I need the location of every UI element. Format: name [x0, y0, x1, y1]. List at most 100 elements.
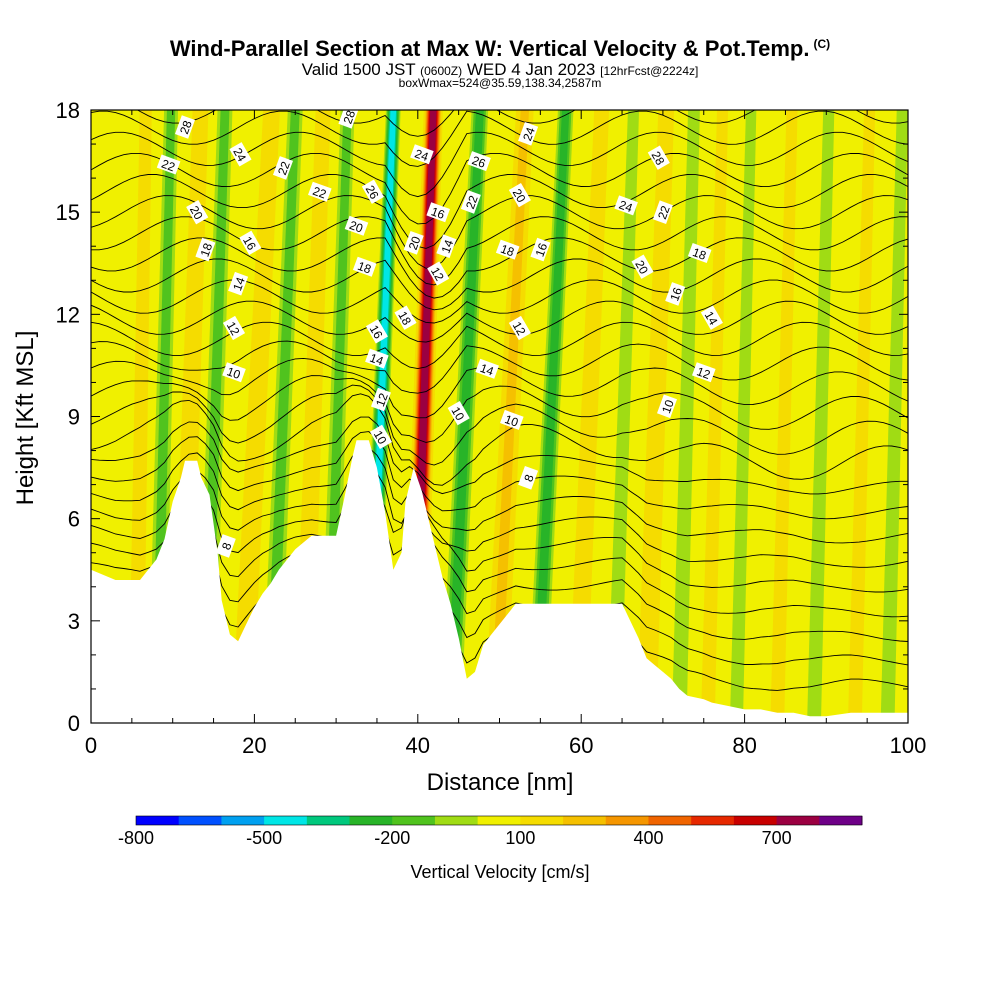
- contour-label-text: 16: [240, 234, 259, 253]
- contour-label-text: 16: [532, 241, 550, 259]
- contour-label-text: 8: [219, 540, 235, 551]
- contour-label-text: 14: [230, 275, 248, 293]
- contour-label-12: 14: [228, 271, 249, 296]
- y-tick-label: 12: [56, 302, 80, 327]
- velocity-band-18-level-1: [729, 110, 757, 723]
- contour-label-text: 20: [187, 203, 206, 222]
- colorbar-tick-label: -500: [246, 828, 282, 848]
- y-tick-label: 0: [68, 711, 80, 736]
- contour-label-45: 10: [657, 394, 677, 419]
- velocity-band-0-level-2: [131, 110, 150, 723]
- theta-contour-15: [91, 300, 908, 343]
- y-axis-label: Height [Kft MSL]: [12, 331, 39, 506]
- contour-label-text: 10: [371, 428, 390, 447]
- contour-label-40: 20: [631, 254, 654, 279]
- chart-title-text: Wind-Parallel Section at Max W: Vertical…: [169, 36, 810, 61]
- contour-label-24: 14: [436, 234, 457, 258]
- colorbar-swatch: [136, 816, 180, 825]
- contour-label-text: 18: [499, 242, 517, 260]
- contour-label-14: 10: [222, 362, 246, 383]
- y-tick-label: 18: [56, 98, 80, 123]
- contour-label-text: 12: [510, 319, 529, 338]
- contour-label-text: 22: [160, 157, 178, 175]
- velocity-band-5-level-2: [265, 110, 300, 723]
- contour-label-text: 10: [225, 364, 243, 382]
- theta-contour-18: [91, 237, 908, 299]
- theta-contour-3: [91, 498, 908, 618]
- contour-label-text: 26: [470, 153, 488, 171]
- contour-label-43: 14: [700, 305, 723, 330]
- colorbar-swatch: [306, 816, 351, 825]
- theta-contour-24: [91, 110, 908, 167]
- theta-contour-6: [91, 447, 908, 544]
- contour-labels: 28 24 22 22 20 22 18 16 20 28 26 18 14 12 10 8 16 14 12 10 2…: [156, 110, 723, 558]
- colorbar-swatch: [520, 816, 564, 825]
- plot-area: 28 24 22 22 20 22 18 16 20 28 26 18 14 12 10 8 16 14 12 10 2…: [91, 110, 908, 723]
- contour-label-25: 12: [427, 261, 450, 286]
- x-tick-label: 40: [406, 733, 430, 758]
- theta-contour-21: [91, 174, 908, 249]
- contour-label-text: 12: [224, 319, 243, 338]
- contour-label-text: 20: [632, 258, 651, 277]
- colorbar-swatch: [819, 816, 863, 825]
- contour-label-22: 18: [394, 305, 417, 330]
- theta-contour-11: [91, 375, 908, 443]
- contour-label-21: 20: [403, 231, 424, 255]
- colorbar-frame: [135, 815, 863, 826]
- valid-time-line: Valid 1500 JST (0600Z) WED 4 Jan 2023 [1…: [0, 60, 1000, 80]
- contour-label-3: 22: [273, 156, 293, 180]
- theta-contour-16: [91, 279, 908, 324]
- colorbar-swatch: [477, 816, 521, 825]
- contour-label-4: 20: [186, 200, 209, 225]
- x-tick-label: 0: [85, 733, 97, 758]
- contour-label-text: 20: [347, 218, 365, 236]
- colorbar-swatch: [392, 816, 436, 825]
- valid-date: WED 4 Jan 2023: [466, 60, 596, 79]
- contour-label-text: 10: [448, 404, 467, 423]
- colorbar-swatch: [605, 816, 649, 825]
- valid-utc: (0600Z): [420, 64, 463, 78]
- contour-label-16: 16: [365, 319, 388, 344]
- y-tick-label: 6: [68, 507, 80, 532]
- contour-label-text: 8: [521, 472, 537, 483]
- contour-label-text: 16: [367, 323, 386, 342]
- colorbar-swatch: [178, 816, 222, 825]
- contour-label-text: 18: [197, 241, 215, 259]
- contour-label-18: 12: [371, 387, 391, 412]
- colorbar: -800 -500 -200 100 400 700: [118, 815, 863, 848]
- chart-title: Wind-Parallel Section at Max W: Vertical…: [0, 36, 1000, 62]
- terrain: [91, 440, 908, 723]
- contour-label-text: 18: [691, 245, 709, 263]
- theta-contour-9: [91, 393, 908, 486]
- x-tick-label: 80: [732, 733, 756, 758]
- contour-label-34: 12: [508, 315, 531, 341]
- box-info: boxWmax=524@35.59,138.34,2587m: [398, 76, 602, 90]
- colorbar-title: Vertical Velocity [cm/s]: [410, 862, 590, 882]
- contour-label-text: 22: [655, 204, 673, 222]
- contour-label-text: 16: [429, 204, 447, 222]
- contour-label-text: 24: [413, 146, 431, 164]
- x-axis-label: Distance [nm]: [427, 769, 574, 796]
- contour-label-37: 28: [647, 145, 670, 170]
- contour-label-text: 26: [363, 183, 382, 202]
- contour-label-1: 24: [229, 142, 252, 167]
- contour-label-35: 10: [500, 409, 524, 430]
- contour-label-41: 18: [687, 243, 712, 263]
- copyright-mark: (C): [813, 36, 831, 51]
- colorbar-tick-label: -200: [374, 828, 410, 848]
- contour-label-5: 22: [308, 181, 332, 202]
- contour-label-text: 22: [275, 159, 293, 177]
- contour-label-31: 20: [508, 182, 531, 208]
- theta-contour-14: [91, 321, 908, 370]
- contour-label-text: 14: [702, 309, 721, 328]
- contour-label-text: 10: [503, 412, 521, 430]
- contour-label-text: 22: [463, 193, 481, 211]
- theta-contour-10: [91, 384, 908, 466]
- contour-label-17: 14: [365, 348, 389, 369]
- colorbar-tick-label: 400: [633, 828, 663, 848]
- theta-contour-12: [91, 357, 908, 419]
- x-tick-label: 60: [569, 733, 593, 758]
- contour-label-19: 10: [369, 424, 393, 450]
- theta-contour-17: [91, 258, 908, 311]
